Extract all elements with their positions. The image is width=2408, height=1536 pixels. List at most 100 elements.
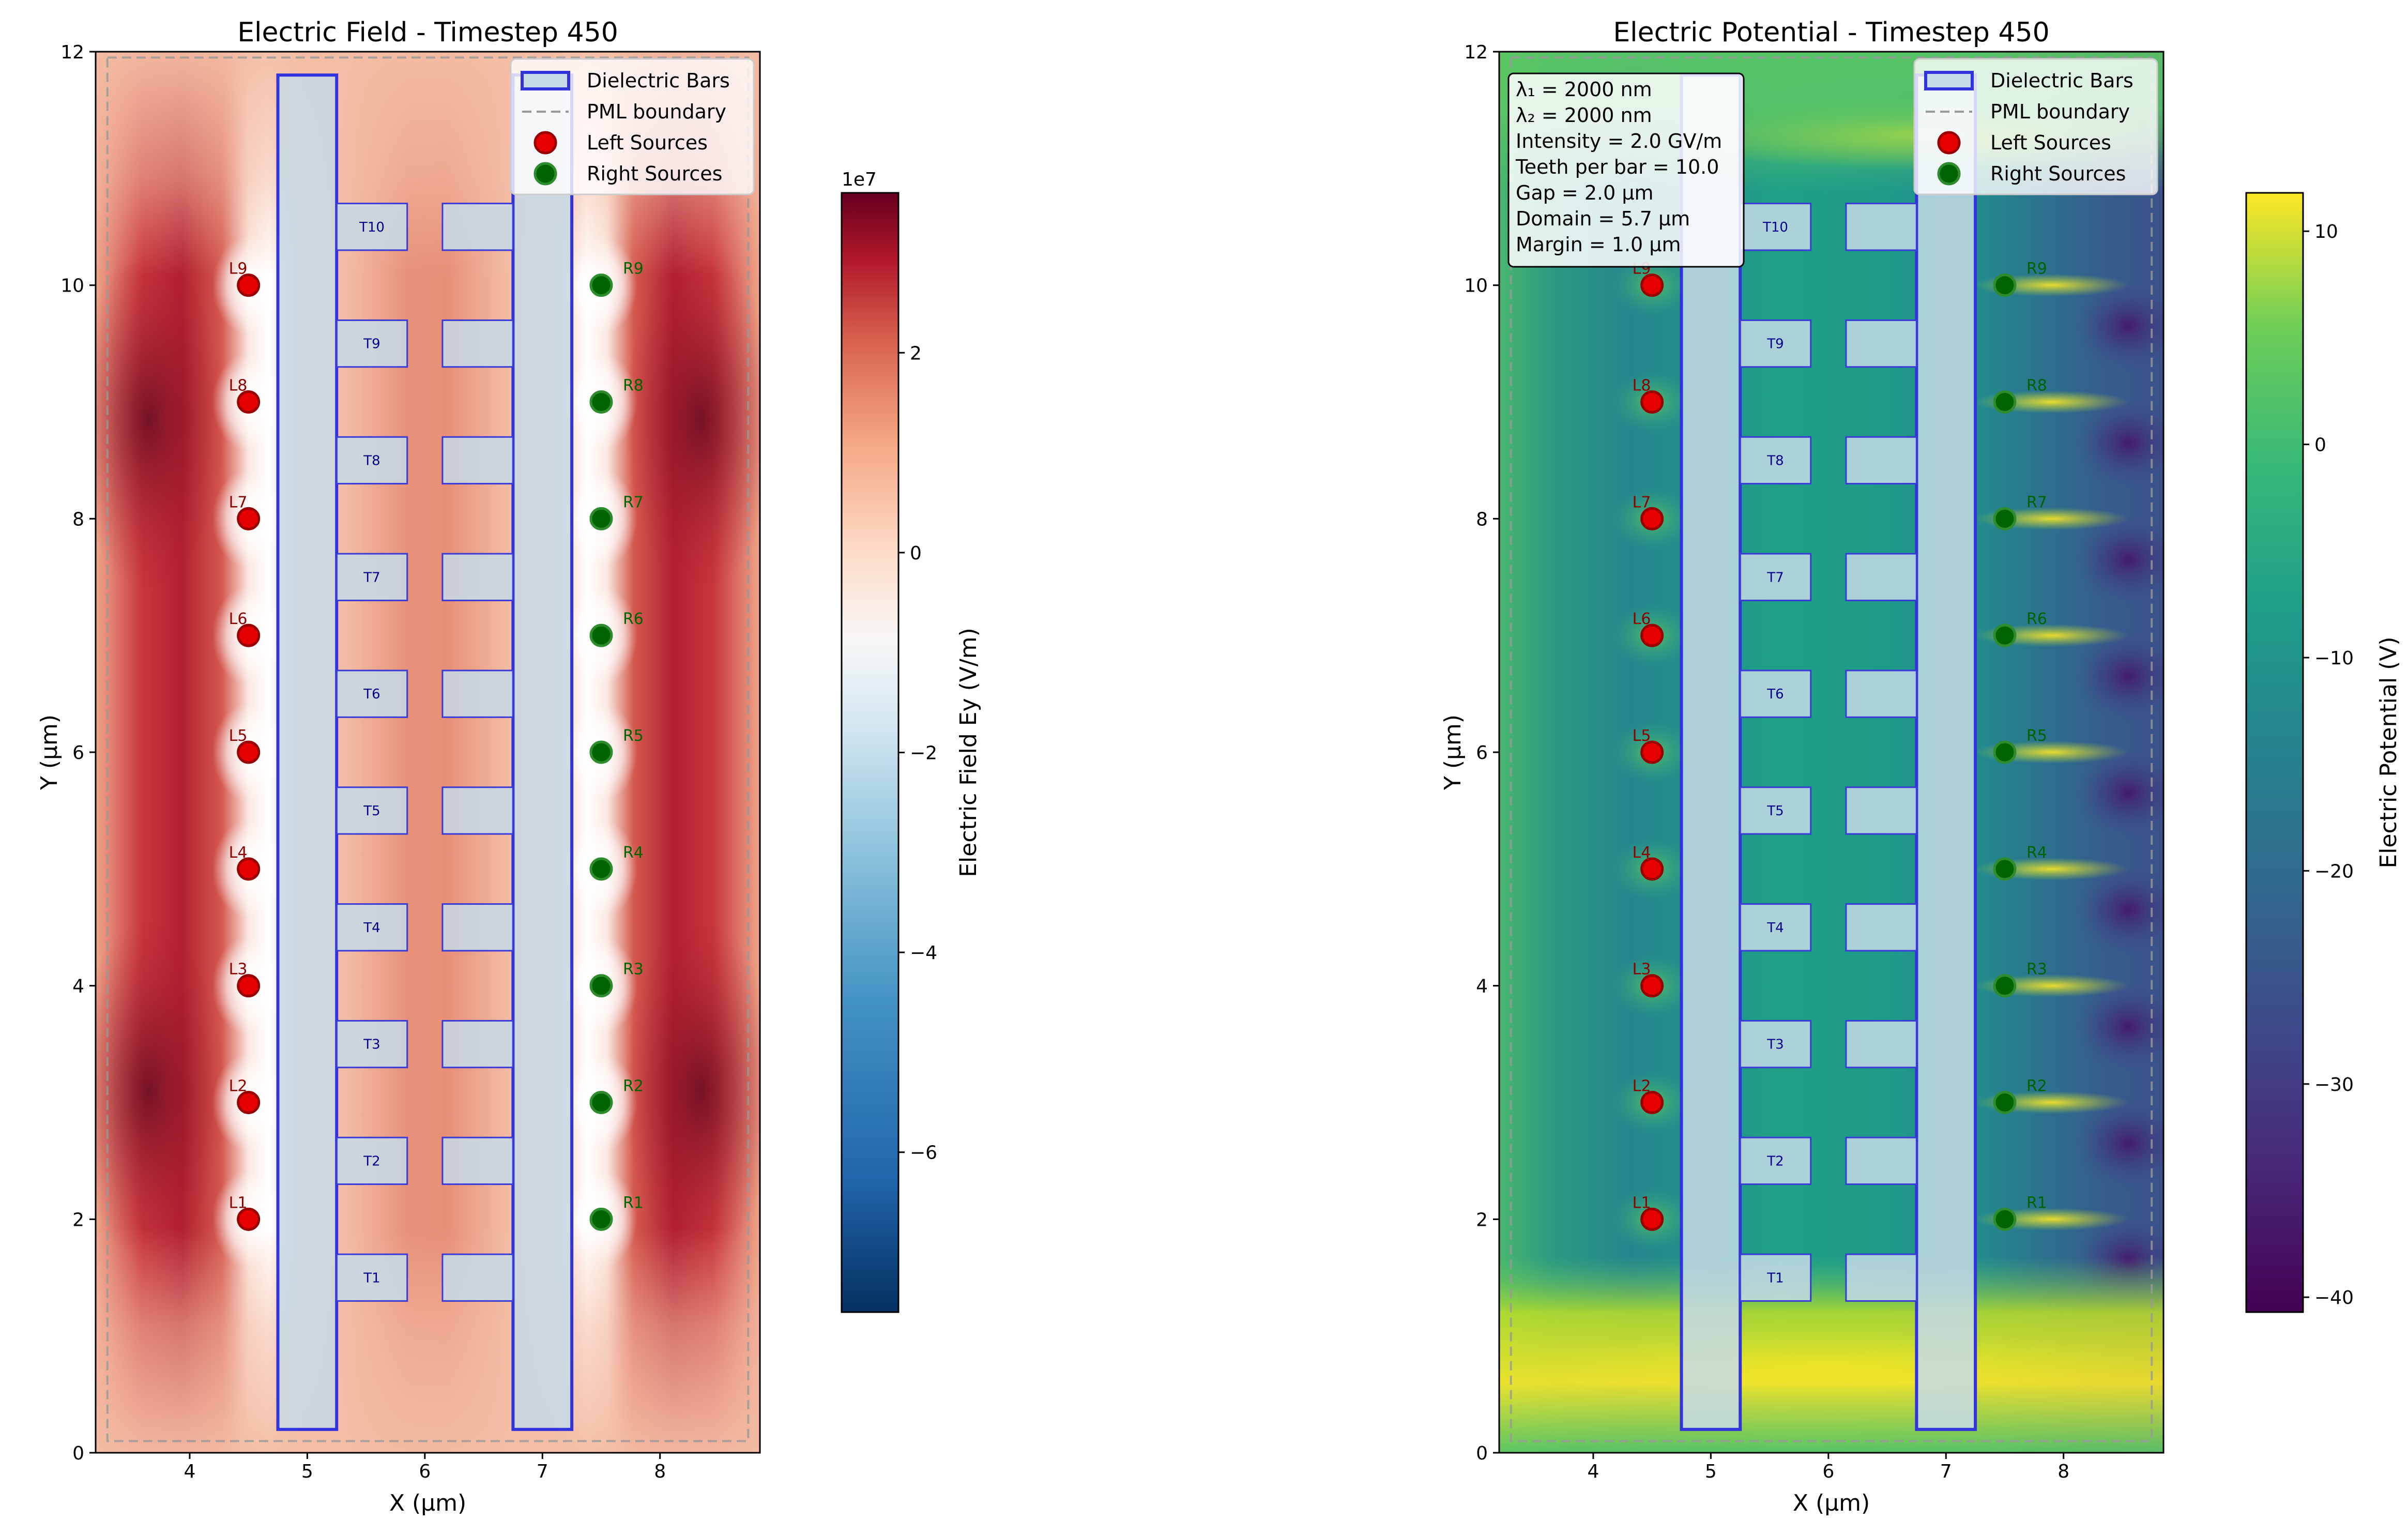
x-tick-label: 6 — [1822, 1461, 1834, 1482]
heatmap-field — [96, 52, 760, 1453]
legend-right-source-swatch — [1937, 162, 1961, 186]
left-source-marker — [237, 857, 261, 881]
left-source-marker — [237, 1207, 261, 1231]
info-box-line: Teeth per bar = 10.0 — [1515, 156, 1719, 178]
x-tick-label: 8 — [2058, 1461, 2069, 1482]
info-box-line: Intensity = 2.0 GV/m — [1516, 130, 1722, 153]
dielectric-bar — [1680, 73, 1742, 1431]
tooth — [1845, 786, 1917, 835]
legend-frame — [510, 58, 755, 195]
left-source-label: L5 — [1633, 727, 1651, 745]
left-source-label: L5 — [229, 727, 248, 745]
x-tick-label: 5 — [301, 1461, 313, 1482]
legend-entry-label: Right Sources — [587, 162, 722, 185]
left-source-marker — [1640, 1207, 1664, 1231]
y-tick-label: 12 — [1464, 42, 1488, 63]
colorbar-tick-label: −6 — [910, 1143, 937, 1164]
legend-entry-label: Left Sources — [587, 131, 708, 154]
left-source-marker — [1640, 273, 1664, 297]
y-tick-label: 12 — [60, 42, 84, 63]
info-box-line: λ₁ = 2000 nm — [1516, 78, 1652, 101]
legend-entry-label: Dielectric Bars — [1990, 69, 2133, 92]
legend-entry-label: Left Sources — [1990, 131, 2111, 154]
tooth-label: T9 — [363, 337, 380, 352]
pml-boundary — [1510, 56, 2153, 1442]
tooth — [441, 553, 514, 601]
y-tick-label: 6 — [72, 742, 84, 764]
right-source-marker — [1993, 623, 2017, 647]
y-tick-label: 8 — [1476, 509, 1488, 530]
y-axis-label: Y (µm) — [36, 714, 63, 790]
x-tick-label: 5 — [1705, 1461, 1717, 1482]
legend-entry-label: Dielectric Bars — [587, 69, 730, 92]
x-tick-label: 7 — [1940, 1461, 1952, 1482]
x-tick-label: 8 — [654, 1461, 666, 1482]
info-box-line: Domain = 5.7 µm — [1516, 207, 1690, 230]
right-source-label: R7 — [2026, 493, 2047, 511]
right-source-marker — [589, 390, 613, 414]
left-source-label: L3 — [1633, 961, 1651, 979]
tooth-label: T1 — [1766, 1270, 1784, 1286]
left-source-label: L2 — [1633, 1077, 1651, 1096]
left-source-label: L7 — [1633, 493, 1651, 511]
dielectric-bar — [511, 73, 574, 1431]
left-source-marker — [1640, 390, 1664, 414]
tooth-label: T5 — [363, 803, 380, 819]
tooth-label: T2 — [1766, 1153, 1784, 1169]
left-source-marker — [237, 974, 261, 998]
tooth — [336, 436, 408, 485]
legend-bar-swatch — [521, 71, 570, 90]
tooth — [1739, 553, 1812, 601]
tooth — [1739, 1253, 1812, 1302]
y-tick-label: 6 — [1476, 742, 1488, 764]
legend-right-source-swatch — [534, 162, 557, 186]
tooth — [336, 903, 408, 952]
info-box-line: Margin = 1.0 µm — [1516, 233, 1681, 256]
right-source-marker — [1993, 1207, 2017, 1231]
tooth — [441, 1136, 514, 1185]
right-source-label: R9 — [623, 260, 644, 278]
tooth-label: T2 — [363, 1153, 380, 1169]
dielectric-bar — [1915, 73, 1977, 1431]
tooth — [441, 786, 514, 835]
y-tick-label: 8 — [72, 509, 84, 530]
tooth — [1845, 553, 1917, 601]
tooth — [336, 203, 408, 251]
x-tick-label: 4 — [1587, 1461, 1599, 1482]
tooth — [336, 670, 408, 718]
y-tick-label: 2 — [72, 1209, 84, 1230]
left-source-label: L2 — [229, 1077, 248, 1096]
y-axis-label: Y (µm) — [1440, 714, 1466, 790]
tooth — [1845, 436, 1917, 485]
tooth-label: T8 — [1766, 453, 1784, 468]
colorbar-tick-label: 0 — [910, 543, 922, 564]
tooth — [336, 1136, 408, 1185]
legend-frame — [1913, 58, 2158, 195]
chart-title: Electric Potential - Timestep 450 — [1613, 17, 2049, 48]
tooth — [336, 319, 408, 368]
left-source-label: L8 — [229, 377, 248, 395]
info-box-line: Gap = 2.0 µm — [1516, 181, 1654, 204]
tooth-label: T9 — [1766, 337, 1784, 352]
tooth — [1845, 1020, 1917, 1069]
left-source-marker — [1640, 507, 1664, 530]
tooth — [1739, 436, 1812, 485]
right-source-label: R1 — [623, 1194, 644, 1212]
tooth — [1845, 670, 1917, 718]
left-source-marker — [237, 623, 261, 647]
right-source-label: R6 — [623, 610, 644, 628]
colorbar-tick-label: −40 — [2314, 1287, 2354, 1309]
left-source-marker — [237, 1091, 261, 1114]
left-source-label: L1 — [1633, 1194, 1651, 1212]
pml-boundary — [106, 56, 750, 1442]
x-axis-label: X (µm) — [389, 1490, 466, 1516]
right-source-marker — [1993, 273, 2017, 297]
right-source-marker — [589, 623, 613, 647]
tooth — [1739, 1020, 1812, 1069]
chart-title: Electric Field - Timestep 450 — [237, 17, 618, 48]
left-source-label: L6 — [1633, 610, 1651, 628]
colorbar-tick-label: 0 — [2314, 435, 2326, 456]
colorbar-scale-note: 1e7 — [842, 169, 877, 190]
right-source-label: R7 — [623, 493, 644, 511]
